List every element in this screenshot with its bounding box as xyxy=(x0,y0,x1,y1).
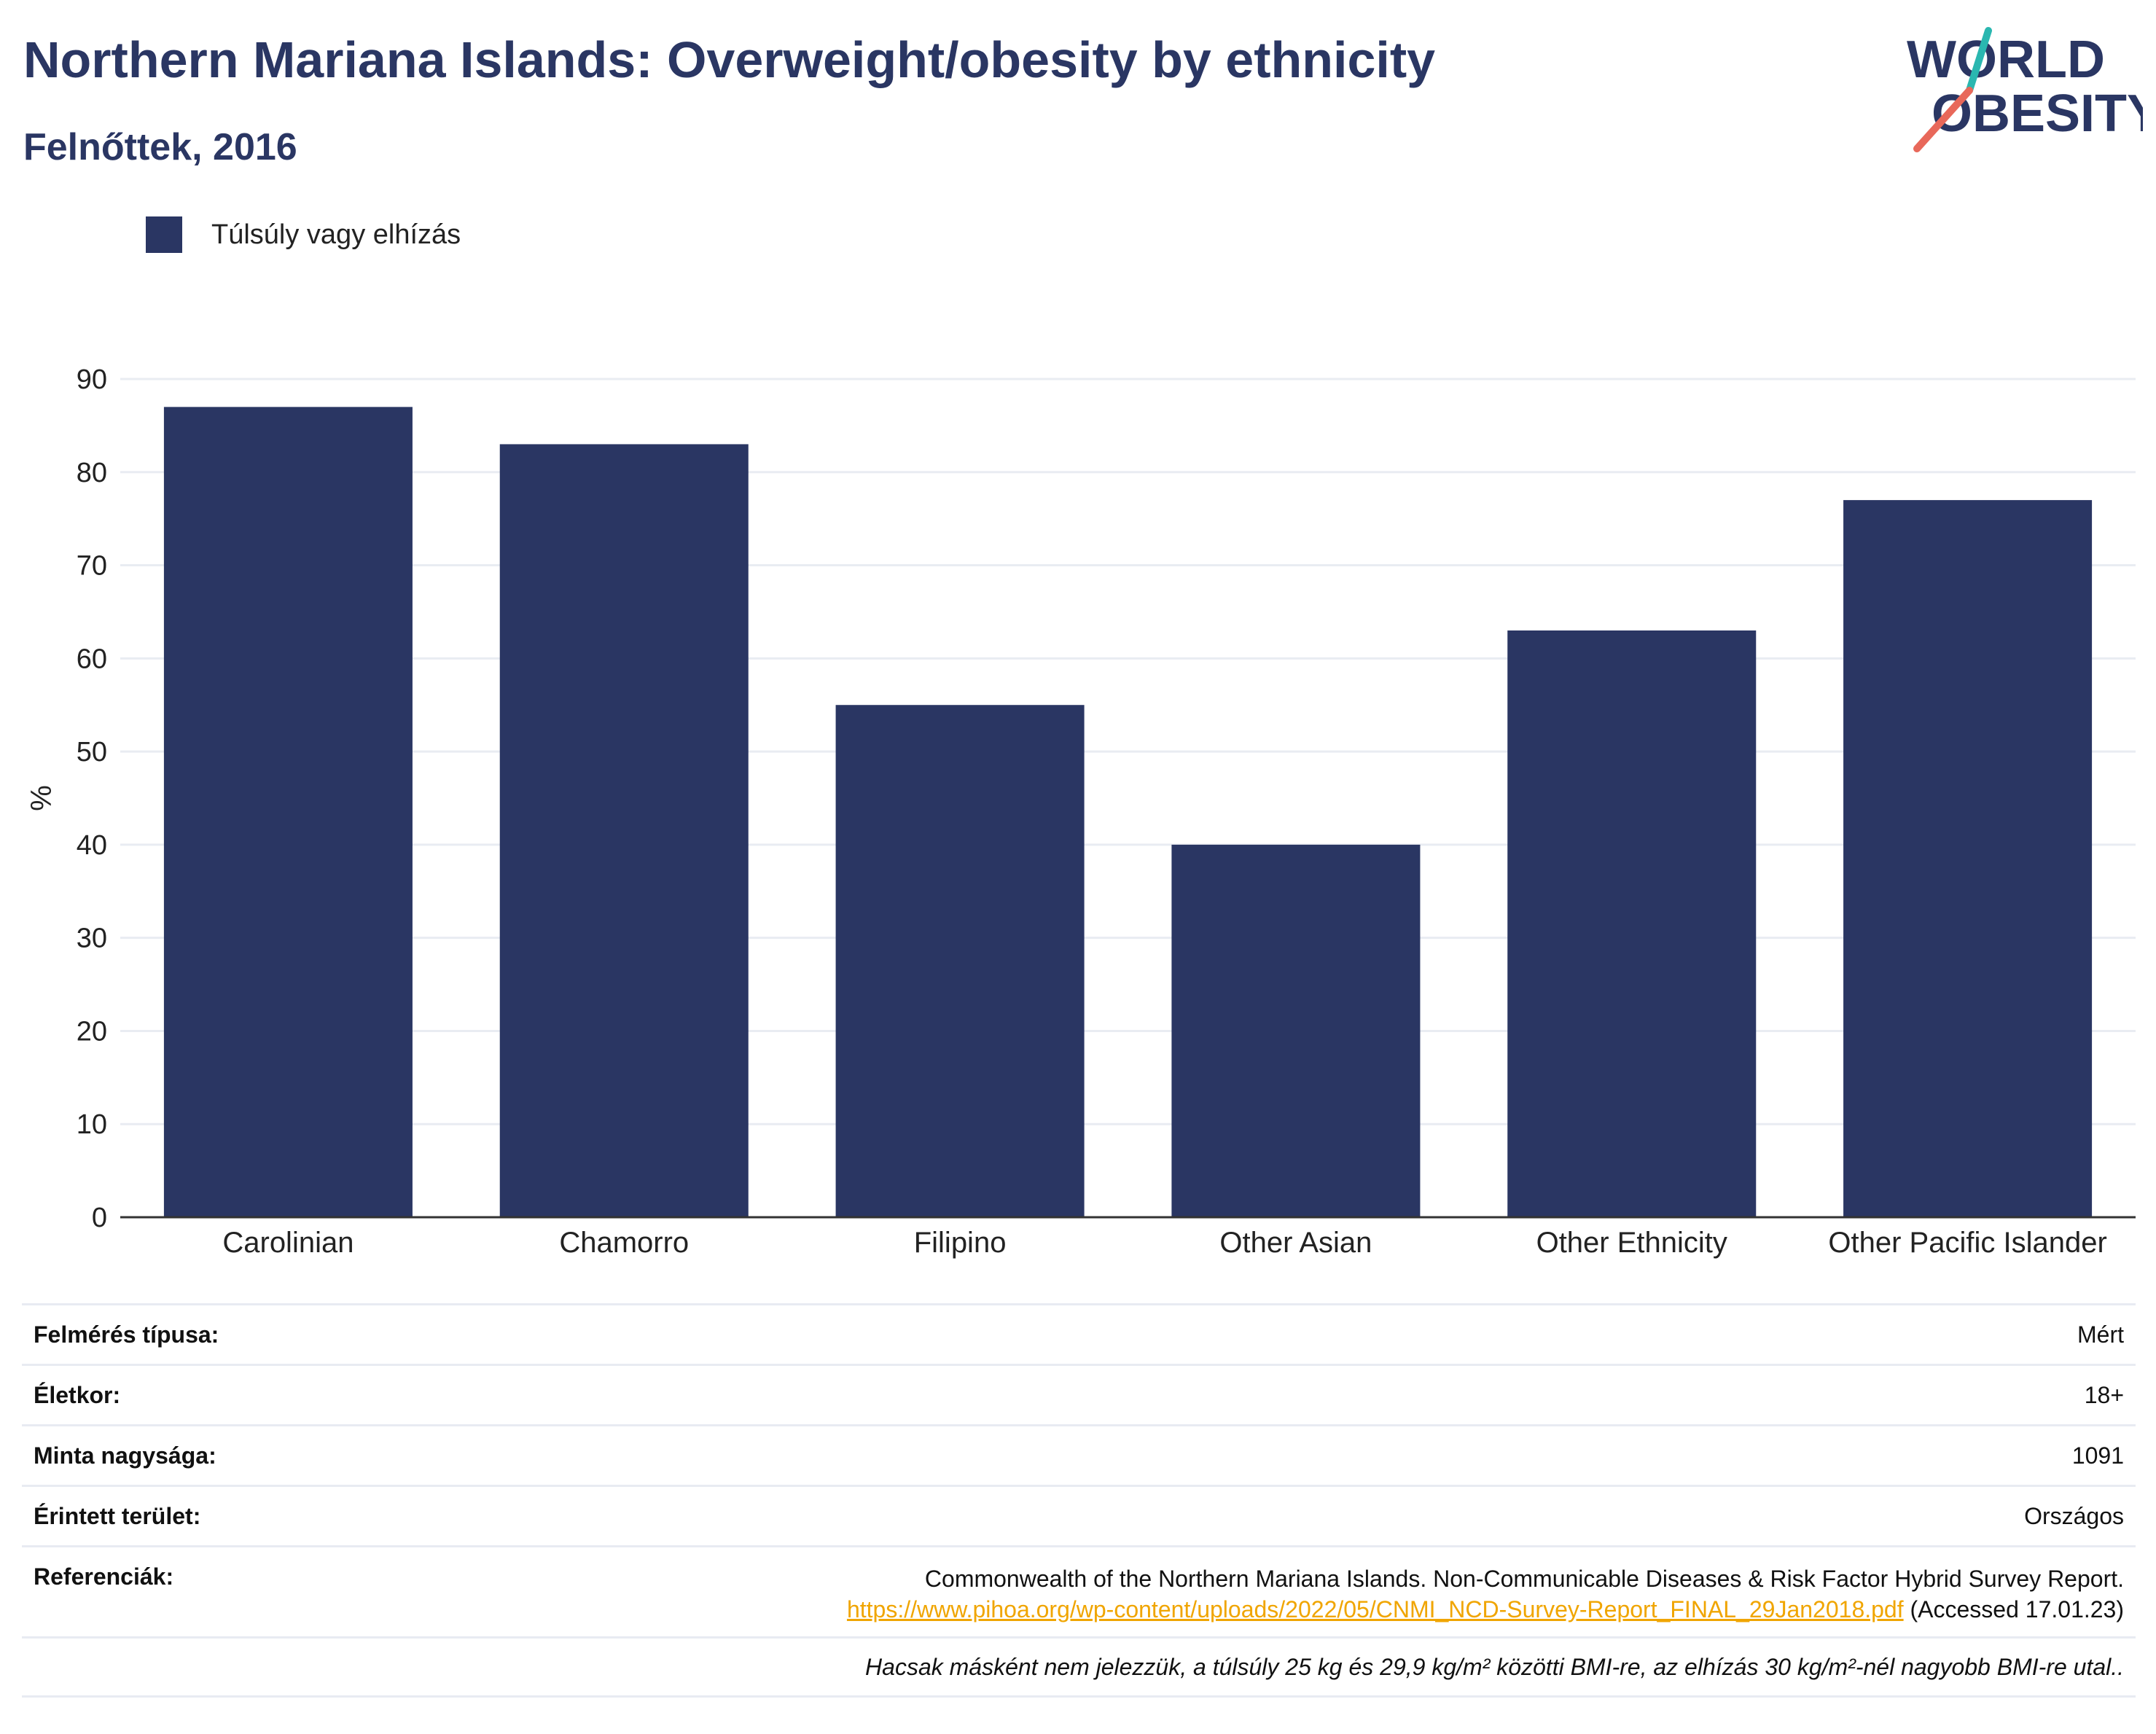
bar xyxy=(1507,630,1757,1217)
x-tick-label: Other Ethnicity xyxy=(1536,1227,1727,1259)
bar xyxy=(499,444,749,1217)
x-tick-label: Other Pacific Islander xyxy=(1828,1227,2106,1259)
bar xyxy=(1171,844,1421,1217)
info-row-age: Életkor: 18+ xyxy=(22,1364,2136,1424)
logo-word-world: WORLD xyxy=(1907,31,2105,89)
info-label: Életkor: xyxy=(34,1381,121,1408)
y-tick-label: 60 xyxy=(77,644,107,674)
x-tick-label: Carolinian xyxy=(222,1227,354,1259)
info-row-note: Hacsak másként nem jelezzük, a túlsúly 2… xyxy=(22,1636,2136,1698)
y-tick-label: 70 xyxy=(77,551,107,582)
info-row-survey-type: Felmérés típusa: Mért xyxy=(22,1303,2136,1364)
chart-subtitle: Felnőttek, 2016 xyxy=(23,126,297,168)
x-tick-label: Filipino xyxy=(914,1227,1007,1259)
chart-title: Northern Mariana Islands: Overweight/obe… xyxy=(23,31,1436,88)
logo-slash-teal xyxy=(1966,27,1992,94)
bar xyxy=(163,407,413,1218)
world-obesity-logo: WORLD OBESITY xyxy=(1907,27,2143,152)
y-tick-label: 20 xyxy=(77,1016,107,1047)
info-row-sample-size: Minta nagysága: 1091 xyxy=(22,1424,2136,1485)
logo-slash-coral xyxy=(1913,87,1973,152)
y-tick-label: 90 xyxy=(77,364,107,395)
bar-chart: 0 10 20 30 40 50 60 70 80 90% Carolinian Chamorro Fi… xyxy=(26,364,2136,1259)
reference-link[interactable]: https://www.pihoa.org/wp-content/uploads… xyxy=(846,1596,1904,1622)
info-value: Mért xyxy=(2077,1321,2124,1348)
x-tick-label: Other Asian xyxy=(1219,1227,1372,1259)
y-tick-label: 0 xyxy=(92,1203,107,1233)
info-value: Országos xyxy=(2024,1502,2124,1529)
info-label: Minta nagysága: xyxy=(34,1442,216,1469)
info-label: Érintett terület: xyxy=(34,1502,201,1529)
legend: Túlsúly vagy elhízás xyxy=(146,216,461,254)
info-table: Felmérés típusa: Mért Életkor: 18+ Minta… xyxy=(22,1303,2136,1698)
legend-label: Túlsúly vagy elhízás xyxy=(211,219,461,250)
info-row-area: Érintett terület: Országos xyxy=(22,1485,2136,1545)
reference-link-line: https://www.pihoa.org/wp-content/uploads… xyxy=(847,1594,2124,1625)
reference-text: Commonwealth of the Northern Mariana Isl… xyxy=(847,1563,2124,1625)
info-value: 18+ xyxy=(2084,1381,2124,1408)
info-label: Felmérés típusa: xyxy=(34,1321,219,1348)
info-label: Referenciák: xyxy=(34,1563,174,1590)
y-tick-label: 40 xyxy=(77,830,107,861)
x-tick-label: Chamorro xyxy=(559,1227,689,1259)
y-tick-label: 30 xyxy=(77,923,107,954)
bmi-note: Hacsak másként nem jelezzük, a túlsúly 2… xyxy=(865,1653,2124,1680)
y-tick-label: 80 xyxy=(77,458,107,488)
y-tick-label: 50 xyxy=(77,737,107,768)
bar xyxy=(1843,500,2093,1217)
reference-citation: Commonwealth of the Northern Mariana Isl… xyxy=(924,1566,2124,1592)
y-tick-label: 10 xyxy=(77,1109,107,1140)
y-axis-label: % xyxy=(26,785,58,811)
legend-swatch xyxy=(146,216,182,253)
info-row-references: Referenciák: Commonwealth of the Norther… xyxy=(22,1545,2136,1636)
bar xyxy=(835,705,1085,1217)
reference-accessed: (Accessed 17.01.23) xyxy=(1903,1596,2125,1622)
info-value: 1091 xyxy=(2071,1442,2124,1469)
